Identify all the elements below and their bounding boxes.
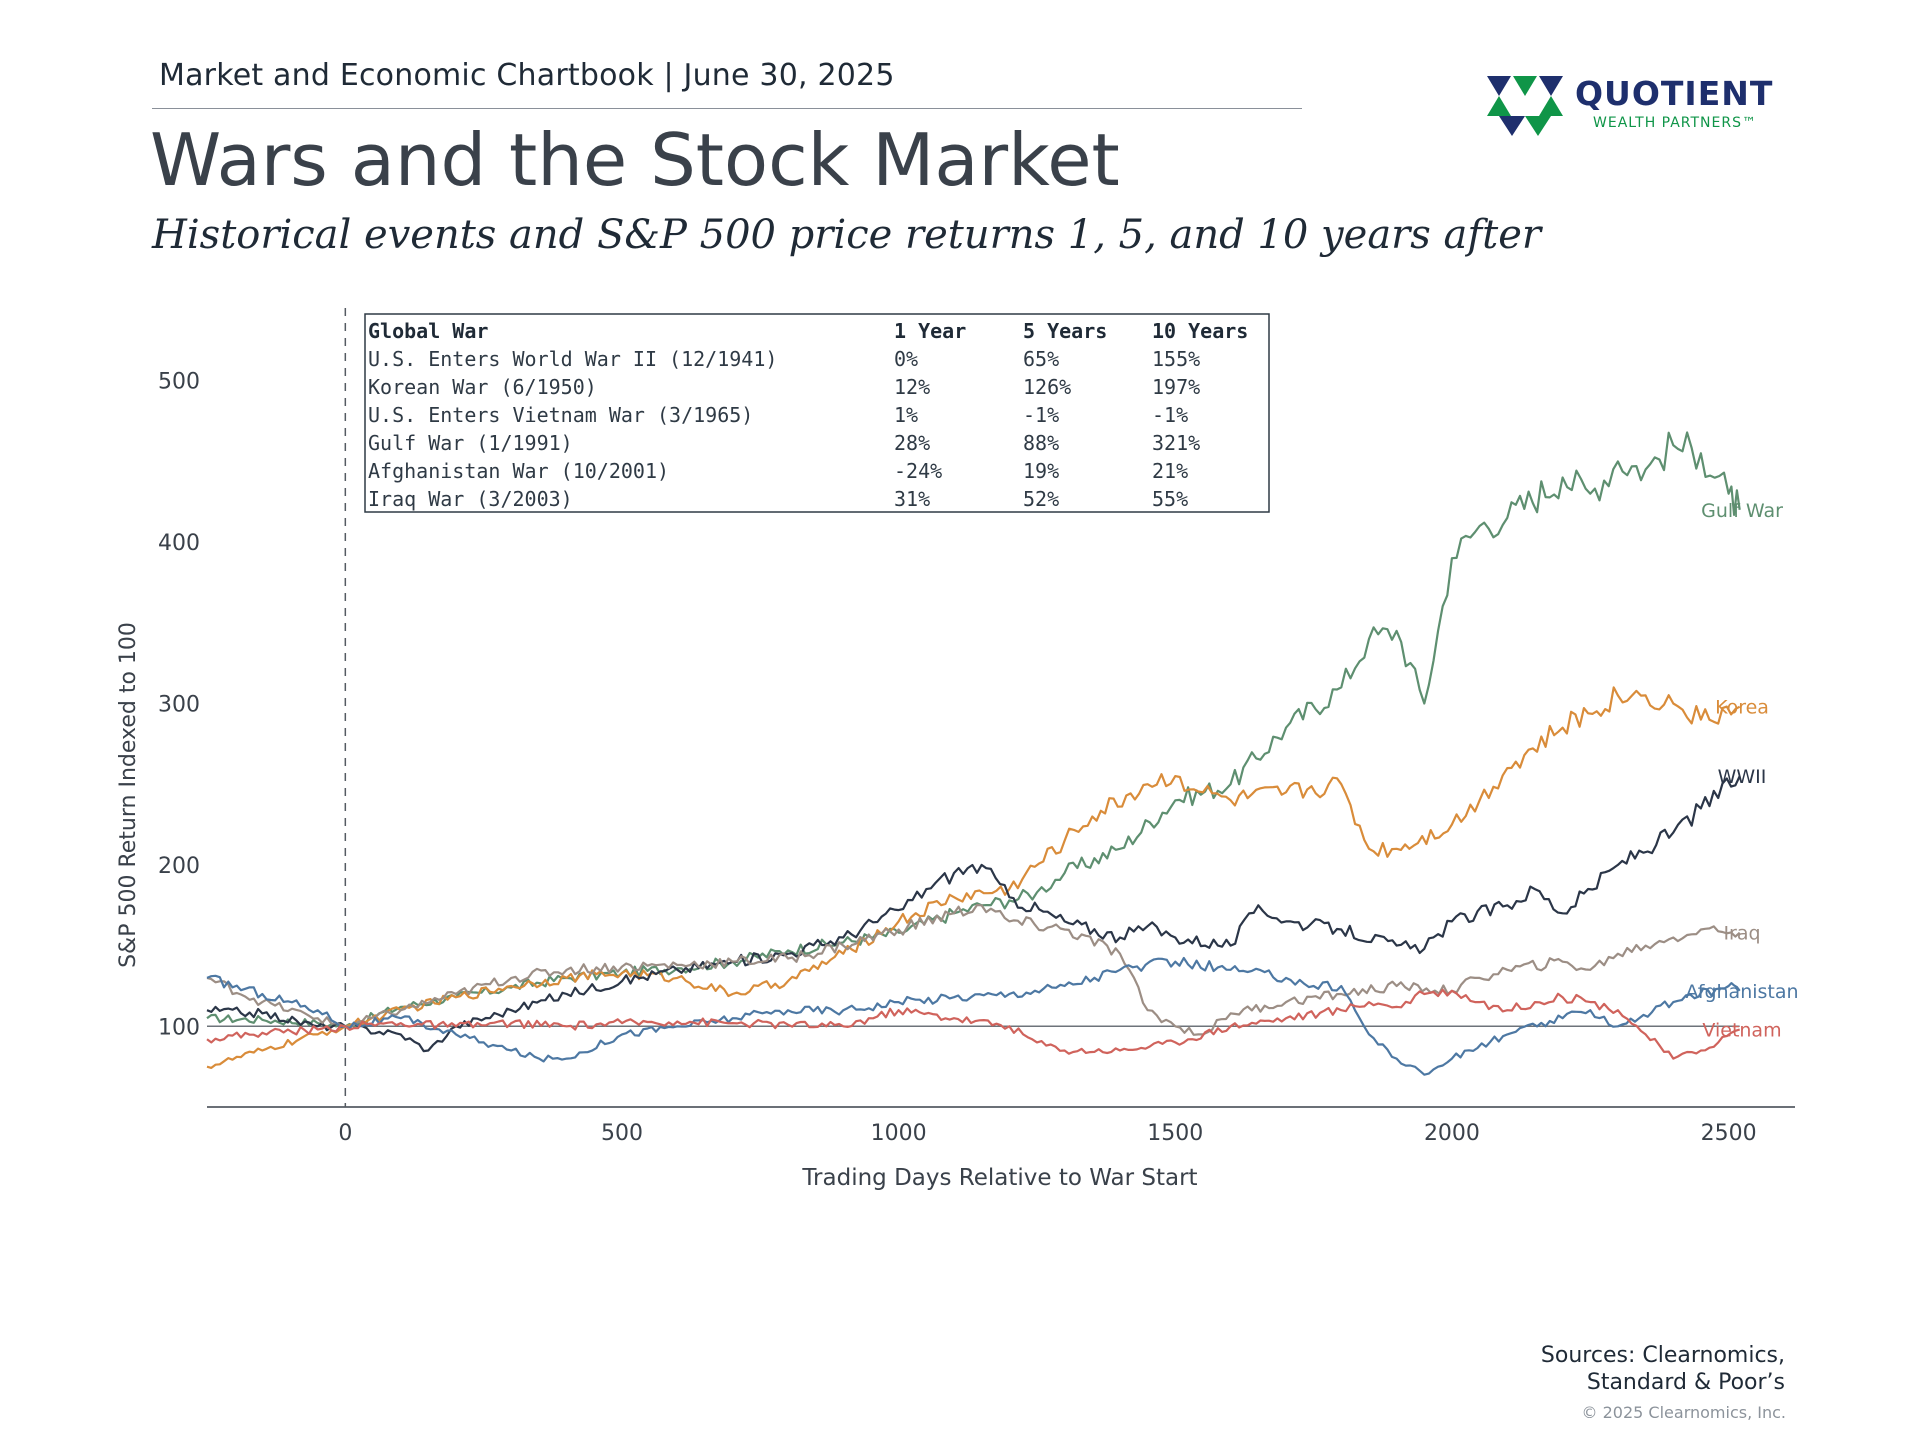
chartbook-header: Market and Economic Chartbook | June 30,… — [159, 58, 895, 93]
table-cell: Afghanistan War (10/2001) — [368, 459, 669, 483]
y-axis-label: S&P 500 Return Indexed to 100 — [116, 622, 141, 968]
x-axis-label: Trading Days Relative to War Start — [801, 1165, 1197, 1191]
table-cell: -24% — [894, 459, 942, 483]
y-tick-label: 500 — [158, 370, 200, 395]
table-cell: 1% — [894, 403, 918, 427]
header-divider — [152, 108, 1302, 109]
x-tick-label: 2000 — [1424, 1121, 1480, 1146]
x-tick-label: 1500 — [1147, 1121, 1203, 1146]
axis-ticks: 100 200 300 400 500 0 500 1000 1500 2000 2500 — [158, 370, 1757, 1146]
x-tick-label: 2500 — [1701, 1121, 1757, 1146]
table-cell: 126% — [1023, 375, 1071, 399]
copyright-note: © 2025 Clearnomics, Inc. — [1581, 1403, 1786, 1422]
guide-lines — [207, 308, 1795, 1108]
table-cell: 28% — [894, 431, 930, 455]
series-line-vietnam — [206, 988, 1741, 1060]
table-header-cell: Global War — [368, 319, 488, 343]
table-cell: Gulf War (1/1991) — [368, 431, 573, 455]
page-title: Wars and the Stock Market — [150, 118, 1120, 202]
series-line-afghanistan — [206, 956, 1741, 1076]
table-cell: 52% — [1023, 487, 1059, 511]
table-cell: 12% — [894, 375, 930, 399]
logo-wordmark: QUOTIENT — [1575, 74, 1774, 113]
table-header-cell: 10 Years — [1152, 319, 1248, 343]
table-border — [364, 313, 1270, 513]
series-line-iraq — [206, 903, 1741, 1036]
series-label: WWII — [1718, 766, 1767, 788]
sources-note: Sources: Clearnomics, Standard & Poor’s — [1541, 1342, 1785, 1396]
table-cell: 155% — [1152, 347, 1200, 371]
table-cell: 55% — [1152, 487, 1188, 511]
series-end-labels: Gulf War Korea WWII Iraq Afghanistan Vietnam — [1685, 500, 1798, 1042]
y-tick-label: 400 — [158, 531, 200, 556]
table-cell: U.S. Enters World War II (12/1941) — [368, 347, 777, 371]
table-cell: 65% — [1023, 347, 1059, 371]
logo-tagline: WEALTH PARTNERS™ — [1593, 115, 1757, 131]
x-tick-label: 0 — [338, 1121, 352, 1146]
series-label: Gulf War — [1701, 500, 1783, 522]
table-cell: Korean War (6/1950) — [368, 375, 597, 399]
table-header-cell: 1 Year — [894, 319, 966, 343]
series-label: Iraq — [1723, 923, 1760, 945]
sources-line-1: Sources: Clearnomics, — [1540, 1343, 1785, 1368]
series-label: Korea — [1715, 697, 1769, 719]
sources-line-2: Standard & Poor’s — [1586, 1370, 1785, 1395]
logo-mark-icon — [1487, 76, 1563, 136]
table-cell: 321% — [1152, 431, 1200, 455]
x-tick-label: 500 — [601, 1121, 643, 1146]
table-cell: -1% — [1023, 403, 1059, 427]
series-label: Afghanistan — [1685, 981, 1798, 1003]
table-cell: 19% — [1023, 459, 1059, 483]
table-cell: U.S. Enters Vietnam War (3/1965) — [368, 403, 753, 427]
table-cell: -1% — [1152, 403, 1188, 427]
returns-table: Global War 1 Year 5 Years 10 Years U.S. Ente… — [364, 313, 1270, 513]
x-tick-label: 1000 — [871, 1121, 927, 1146]
table-cell: 0% — [894, 347, 918, 371]
series-lines — [206, 431, 1741, 1076]
company-logo: QUOTIENT WEALTH PARTNERS™ — [1485, 72, 1775, 138]
y-tick-label: 100 — [158, 1015, 200, 1040]
series-line-gulf-war — [206, 431, 1741, 1028]
table-cell: 31% — [894, 487, 930, 511]
y-tick-label: 200 — [158, 854, 200, 879]
table-cell: 21% — [1152, 459, 1188, 483]
table-cell: 88% — [1023, 431, 1059, 455]
y-tick-label: 300 — [158, 693, 200, 718]
series-label: Vietnam — [1702, 1020, 1781, 1042]
table-cell: Iraq War (3/2003) — [368, 487, 573, 511]
page-subtitle: Historical events and S&P 500 price retu… — [152, 212, 1542, 258]
table-cell: 197% — [1152, 375, 1200, 399]
series-line-korea — [206, 686, 1741, 1069]
table-header-cell: 5 Years — [1023, 319, 1107, 343]
